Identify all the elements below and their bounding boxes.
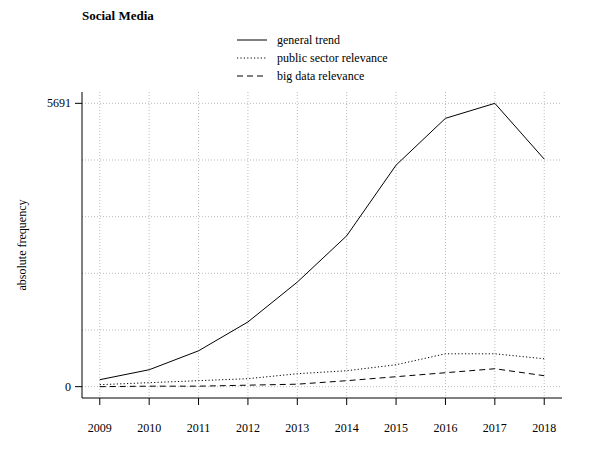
x-tick-label: 2010 <box>137 421 161 435</box>
grid-line-x <box>346 92 347 398</box>
x-tick <box>544 398 545 405</box>
x-tick-label: 2017 <box>483 421 507 435</box>
x-tick <box>297 398 298 405</box>
legend-swatch <box>237 40 267 41</box>
grid-line-x <box>247 92 248 398</box>
grid <box>82 92 562 398</box>
legend-swatch <box>237 58 267 59</box>
x-tick-label: 2013 <box>285 421 309 435</box>
x-tick-label: 2012 <box>236 421 260 435</box>
series-lines <box>100 103 544 386</box>
x-tick-label: 2009 <box>88 421 112 435</box>
legend-swatch <box>237 76 267 77</box>
x-tick-label: 2018 <box>532 421 556 435</box>
x-tick <box>149 398 150 405</box>
grid-line-x <box>396 92 397 398</box>
x-tick-label: 2016 <box>433 421 457 435</box>
x-tick <box>346 398 347 405</box>
grid-line-x <box>544 92 545 398</box>
legend: general trend public sector relevance big … <box>237 33 388 83</box>
x-tick-label: 2015 <box>384 421 408 435</box>
series-line <box>100 354 544 385</box>
title: Social Media <box>82 8 154 23</box>
y-tick-label: 5691 <box>47 96 71 110</box>
grid-line-x <box>198 92 199 398</box>
grid-line-y <box>82 160 562 161</box>
grid-line-y <box>82 273 562 274</box>
x-tick-label: 2011 <box>187 421 211 435</box>
x-tick <box>198 398 199 405</box>
axes: 0 5691 2009 2010 2011 2012 2013 2014 2015 2016 201… <box>47 92 562 435</box>
y-tick <box>75 103 82 104</box>
legend-label: public sector relevance <box>277 51 388 65</box>
series-line <box>100 369 544 387</box>
grid-line-x <box>297 92 298 398</box>
x-tick-label: 2014 <box>335 421 359 435</box>
y-axis-line <box>82 92 83 398</box>
x-tick <box>396 398 397 405</box>
legend-label: general trend <box>277 33 340 47</box>
grid-line-x <box>149 92 150 398</box>
grid-line-y <box>82 330 562 331</box>
grid-line-x <box>445 92 446 398</box>
y-tick <box>75 386 82 387</box>
x-tick <box>494 398 495 405</box>
grid-line-x <box>99 92 100 398</box>
y-axis-label: absolute frequency <box>15 200 29 291</box>
x-tick <box>445 398 446 405</box>
x-tick <box>247 398 248 405</box>
grid-line-y <box>82 103 562 104</box>
grid-line-y <box>82 216 562 217</box>
chart: Social Media 0 5691 2009 2010 2011 2012 2013 201… <box>0 0 600 450</box>
x-tick <box>99 398 100 405</box>
series-line <box>100 103 544 379</box>
grid-line-x <box>494 92 495 398</box>
x-axis-line <box>82 398 562 399</box>
y-tick-label: 0 <box>65 380 71 394</box>
legend-label: big data relevance <box>277 69 364 83</box>
